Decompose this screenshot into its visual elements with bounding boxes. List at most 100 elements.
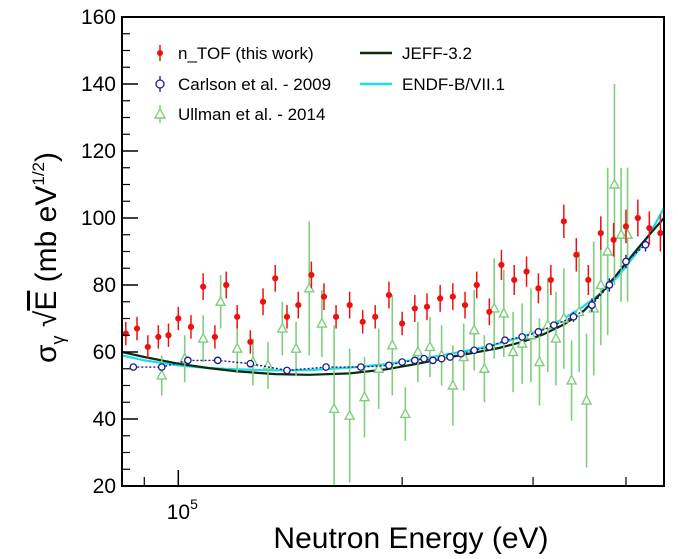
ullman-point bbox=[608, 178, 621, 189]
ullman-point bbox=[533, 355, 546, 367]
ntof-point bbox=[175, 315, 182, 322]
legend-entry: JEFF-3.2 bbox=[360, 44, 472, 63]
carlson-point bbox=[641, 240, 650, 249]
carlson-point bbox=[213, 356, 222, 365]
ntof-point bbox=[610, 236, 617, 243]
ullman-point bbox=[303, 281, 315, 293]
ntof-point bbox=[523, 268, 530, 275]
ntof-point bbox=[372, 313, 379, 320]
carlson-point bbox=[605, 281, 614, 289]
ntof-point bbox=[247, 338, 254, 346]
carlson-point bbox=[470, 346, 479, 355]
axis-layer: 20 40 60 80 100 120 140 160 105 bbox=[81, 6, 627, 524]
ntof-point bbox=[423, 303, 431, 310]
ullman-point bbox=[516, 337, 528, 348]
ntof-point bbox=[486, 308, 493, 315]
carlson-point bbox=[420, 354, 428, 363]
ullman-point bbox=[399, 407, 412, 419]
carlson-point bbox=[622, 257, 630, 266]
ntof-point bbox=[272, 275, 279, 282]
x-tick-label: 105 bbox=[167, 496, 198, 524]
carlson-point bbox=[569, 312, 578, 321]
ntof-point bbox=[573, 251, 580, 258]
legend-entry: Ullman et al. - 2014 bbox=[153, 105, 325, 124]
ntof-point bbox=[461, 302, 469, 309]
y-tick-label: 80 bbox=[93, 274, 116, 297]
ullman-point bbox=[214, 295, 227, 306]
carlson-point bbox=[457, 349, 465, 358]
ntof-point bbox=[320, 293, 328, 300]
ntof-point bbox=[359, 318, 366, 325]
y-axis-label: σγ √E (mb eV1/2) bbox=[29, 152, 68, 363]
ntof-point bbox=[411, 305, 418, 312]
ntof-point bbox=[259, 298, 267, 305]
ullman-point bbox=[328, 402, 340, 414]
y-tick-label: 40 bbox=[93, 408, 116, 431]
ntof-point bbox=[399, 320, 406, 327]
ullman-point bbox=[498, 306, 510, 318]
ntof-point bbox=[155, 333, 162, 341]
ntof-point bbox=[332, 313, 340, 320]
ntof-point bbox=[211, 333, 218, 341]
ullman-point bbox=[550, 332, 562, 343]
ullman-point bbox=[447, 379, 459, 390]
ullman-point bbox=[565, 373, 578, 385]
ntof-point bbox=[165, 332, 172, 339]
ullman-point bbox=[507, 345, 519, 357]
ullman-point bbox=[156, 368, 168, 380]
legend-entry: n_TOF (this work) bbox=[157, 44, 314, 63]
ntof-point bbox=[144, 343, 151, 351]
ntof-point bbox=[283, 313, 291, 320]
legend-label: JEFF-3.2 bbox=[402, 44, 472, 63]
ullman-point bbox=[276, 322, 288, 333]
y-tick-label: 140 bbox=[81, 73, 116, 96]
ntof-point bbox=[223, 281, 230, 289]
ullman-point bbox=[558, 312, 570, 323]
ullman-point bbox=[424, 340, 436, 352]
carlson-point bbox=[322, 363, 330, 371]
legend-label: ENDF-B/VII.1 bbox=[402, 75, 505, 94]
ullman-point bbox=[468, 323, 480, 335]
ullman-point bbox=[290, 342, 302, 353]
legend-swatch-ntof bbox=[157, 50, 163, 56]
y-axis-label-text: σγ √E (mb eV1/2) bbox=[29, 152, 68, 363]
ullman-point bbox=[615, 228, 627, 239]
carlson-point bbox=[485, 343, 494, 351]
legend-swatch-carlson bbox=[155, 79, 165, 89]
ntof-point bbox=[657, 229, 664, 237]
ullman-point bbox=[386, 338, 398, 350]
x-axis-label: Neutron Energy (eV) bbox=[273, 522, 548, 555]
ntof-point bbox=[560, 218, 567, 225]
carlson-point bbox=[398, 358, 406, 366]
ntof-point bbox=[535, 285, 542, 292]
carlson-point bbox=[246, 359, 255, 368]
carlson-point bbox=[183, 356, 192, 365]
legend-entry: ENDF-B/VII.1 bbox=[360, 75, 505, 94]
carlson-point bbox=[283, 366, 291, 375]
ullman-point bbox=[373, 362, 385, 373]
carlson-point bbox=[437, 354, 446, 363]
ntof-point bbox=[498, 261, 505, 268]
ntof-point bbox=[308, 271, 315, 279]
carlson-point bbox=[429, 356, 437, 365]
ullman-point bbox=[595, 278, 607, 290]
ntof-point bbox=[295, 302, 302, 309]
ullman-point bbox=[488, 301, 500, 313]
ullman-point bbox=[478, 362, 491, 373]
y-tick-label: 100 bbox=[81, 207, 116, 230]
ntof-point bbox=[473, 281, 480, 289]
carlson-point bbox=[588, 301, 596, 309]
carlson-point bbox=[129, 363, 138, 371]
ullman-point bbox=[343, 409, 356, 420]
carlson-point bbox=[157, 363, 166, 371]
ntof-point bbox=[547, 276, 554, 284]
ntof-point bbox=[622, 223, 630, 230]
ullman-point bbox=[580, 394, 593, 405]
carlson-point bbox=[410, 356, 419, 365]
ullman-point bbox=[197, 332, 209, 343]
legend-swatch-ullman bbox=[153, 107, 167, 119]
legend-label: Ullman et al. - 2014 bbox=[178, 105, 325, 124]
ntof-point bbox=[597, 229, 604, 237]
carlson-point bbox=[357, 363, 365, 371]
